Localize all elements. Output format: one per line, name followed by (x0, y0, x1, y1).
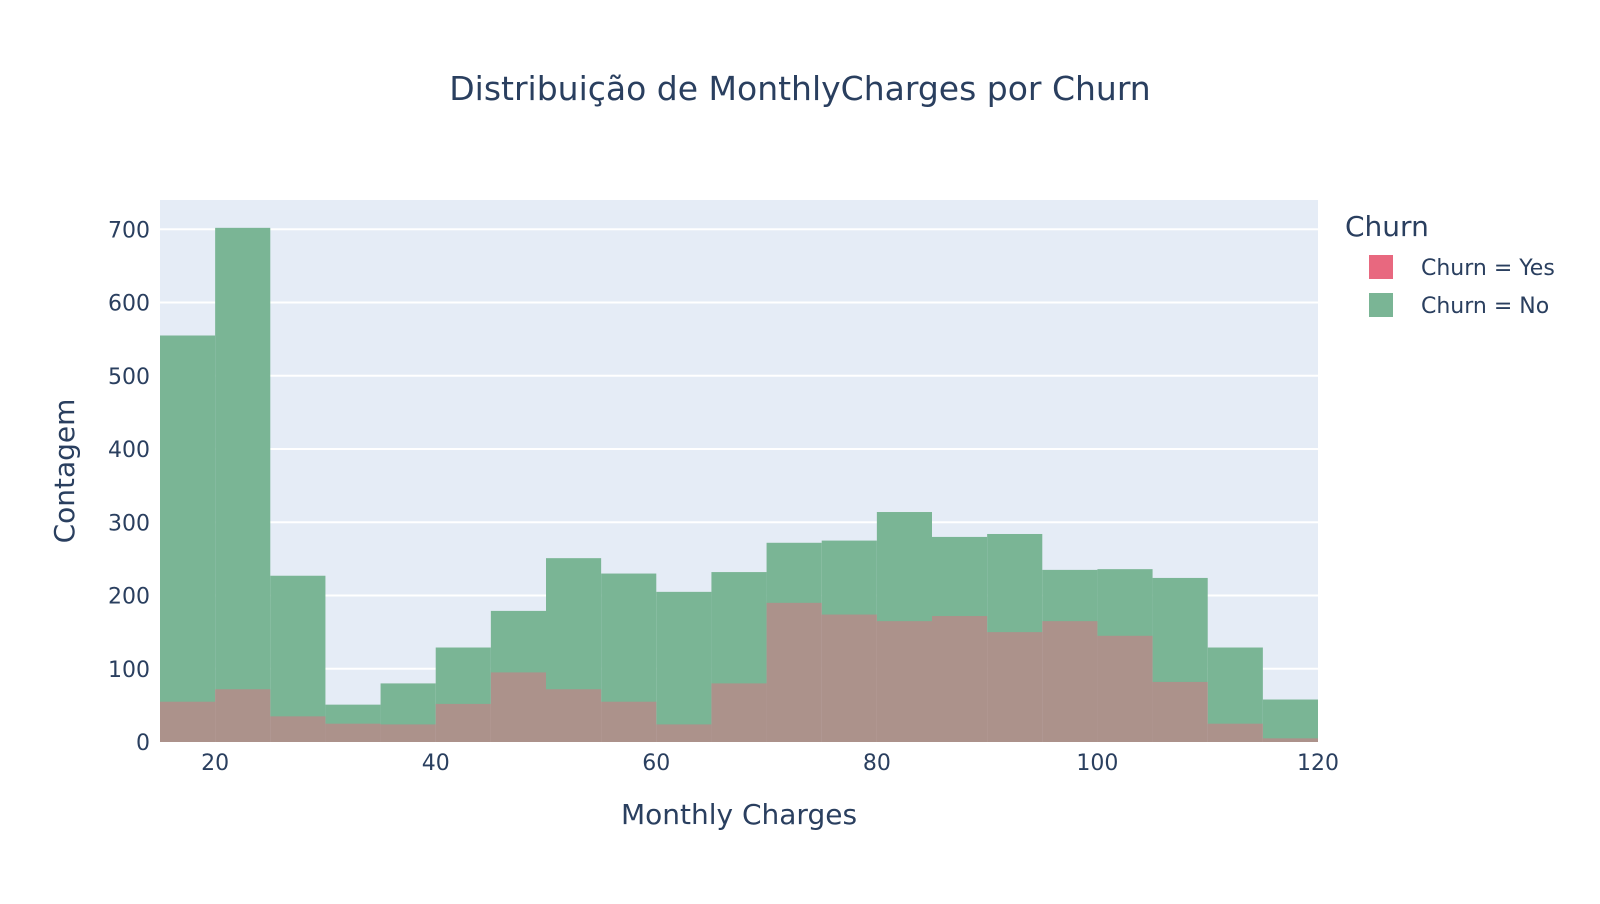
bar-churn-yes[interactable] (1207, 723, 1263, 742)
legend-label-churn-yes: Churn = Yes (1421, 256, 1555, 281)
bar-churn-no[interactable] (987, 533, 1043, 742)
x-tick-label: 40 (422, 751, 450, 776)
bar-churn-yes[interactable] (1262, 738, 1318, 742)
bar-churn-yes[interactable] (546, 689, 602, 742)
bar-churn-no[interactable] (546, 558, 602, 742)
bar-churn-yes[interactable] (435, 703, 491, 742)
bar-churn-yes[interactable] (766, 602, 822, 742)
bar-churn-no[interactable] (601, 573, 657, 742)
bar-churn-yes[interactable] (270, 716, 326, 742)
y-tick-label: 700 (108, 218, 150, 243)
y-tick-label: 100 (108, 658, 150, 683)
bar-churn-no[interactable] (821, 540, 877, 742)
bar-churn-yes[interactable] (490, 672, 546, 742)
x-tick-label: 100 (1076, 751, 1118, 776)
chart-title: Distribuição de MonthlyCharges por Churn (449, 69, 1150, 108)
bar-churn-no[interactable] (766, 542, 822, 742)
bar-churn-yes[interactable] (876, 621, 932, 742)
bar-churn-yes[interactable] (711, 683, 767, 742)
y-tick-label: 300 (108, 511, 150, 536)
bar-churn-yes[interactable] (1097, 635, 1153, 742)
legend-title: Churn (1345, 210, 1429, 243)
bar-churn-no[interactable] (1097, 569, 1153, 742)
x-tick-label: 80 (863, 751, 891, 776)
bar-churn-no[interactable] (932, 536, 988, 742)
legend-label-churn-no: Churn = No (1421, 294, 1549, 319)
y-tick-label: 400 (108, 438, 150, 463)
bar-churn-yes[interactable] (325, 723, 381, 742)
bar-churn-yes[interactable] (1152, 681, 1208, 742)
bar-churn-yes[interactable] (987, 632, 1043, 742)
bar-churn-yes[interactable] (656, 724, 712, 742)
bar-churn-no[interactable] (711, 572, 767, 742)
y-axis-title: Contagem (48, 399, 81, 544)
y-axis-ticks: 0 100 200 300 400 500 600 700 (108, 218, 150, 756)
bar-churn-yes[interactable] (601, 701, 657, 742)
legend-item-churn-yes[interactable]: Churn = Yes (1369, 255, 1555, 281)
x-axis-ticks: 20 40 60 80 100 120 (201, 751, 1339, 776)
bar-churn-yes[interactable] (932, 616, 988, 742)
series-churn-yes-bars (160, 602, 1318, 742)
y-tick-label: 500 (108, 365, 150, 390)
bar-churn-no[interactable] (1207, 647, 1263, 742)
bar-churn-no[interactable] (325, 704, 381, 742)
legend-item-churn-no[interactable]: Churn = No (1369, 293, 1549, 319)
bar-churn-no[interactable] (160, 335, 216, 743)
bar-churn-no[interactable] (215, 227, 271, 743)
y-tick-label: 0 (136, 731, 150, 756)
legend-swatch-churn-yes (1369, 255, 1393, 279)
bar-churn-no[interactable] (435, 647, 491, 742)
bar-churn-yes[interactable] (215, 689, 271, 742)
bar-churn-yes[interactable] (380, 724, 436, 742)
series-churn-no-bars (160, 227, 1318, 743)
bar-churn-no[interactable] (1262, 699, 1318, 742)
x-axis-title: Monthly Charges (621, 798, 857, 831)
bar-churn-no[interactable] (380, 683, 436, 742)
legend[interactable]: Churn Churn = Yes Churn = No (1345, 210, 1555, 319)
bar-churn-yes[interactable] (821, 614, 877, 742)
bar-churn-no[interactable] (876, 512, 932, 742)
legend-swatch-churn-no (1369, 293, 1393, 317)
x-tick-label: 120 (1297, 751, 1339, 776)
bar-churn-yes[interactable] (160, 701, 216, 742)
bar-churn-no[interactable] (1152, 577, 1208, 742)
y-tick-label: 600 (108, 292, 150, 317)
bar-churn-no[interactable] (656, 591, 712, 742)
x-tick-label: 20 (201, 751, 229, 776)
x-tick-label: 60 (642, 751, 670, 776)
bar-churn-no[interactable] (270, 575, 326, 742)
bar-churn-no[interactable] (1042, 569, 1098, 742)
bar-churn-no[interactable] (490, 610, 546, 742)
y-tick-label: 200 (108, 585, 150, 610)
bar-churn-yes[interactable] (1042, 621, 1098, 742)
